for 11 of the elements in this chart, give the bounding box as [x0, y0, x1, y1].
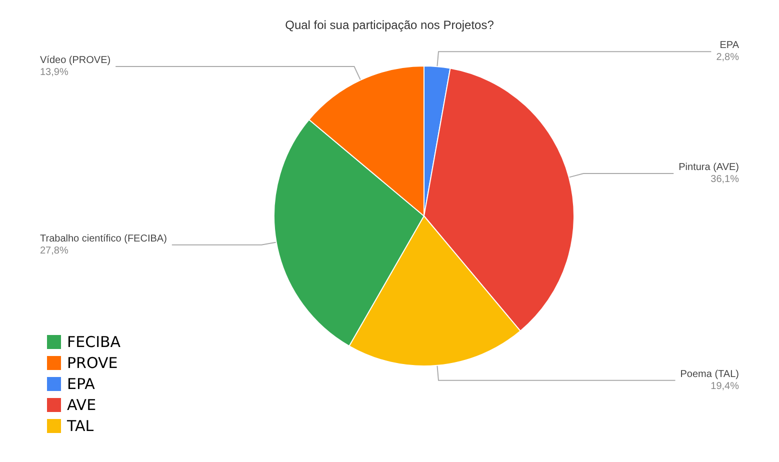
data-label: Trabalho científico (FECIBA) 27,8%: [40, 233, 167, 256]
legend-label: PROVE: [67, 354, 118, 372]
data-label: Vídeo (PROVE) 13,9%: [40, 54, 111, 78]
data-label: EPA 2,8%: [716, 40, 740, 64]
legend-label: TAL: [66, 417, 94, 435]
legend-label: FECIBA: [67, 333, 122, 351]
data-label: Pintura (AVE) 36,1%: [678, 162, 740, 185]
legend-label: AVE: [67, 396, 96, 414]
legend-label: EPA: [67, 375, 96, 393]
chart-title: Qual foi sua participação nos Projetos?: [285, 18, 494, 32]
data-label: Poema (TAL) 19,4%: [680, 368, 740, 392]
